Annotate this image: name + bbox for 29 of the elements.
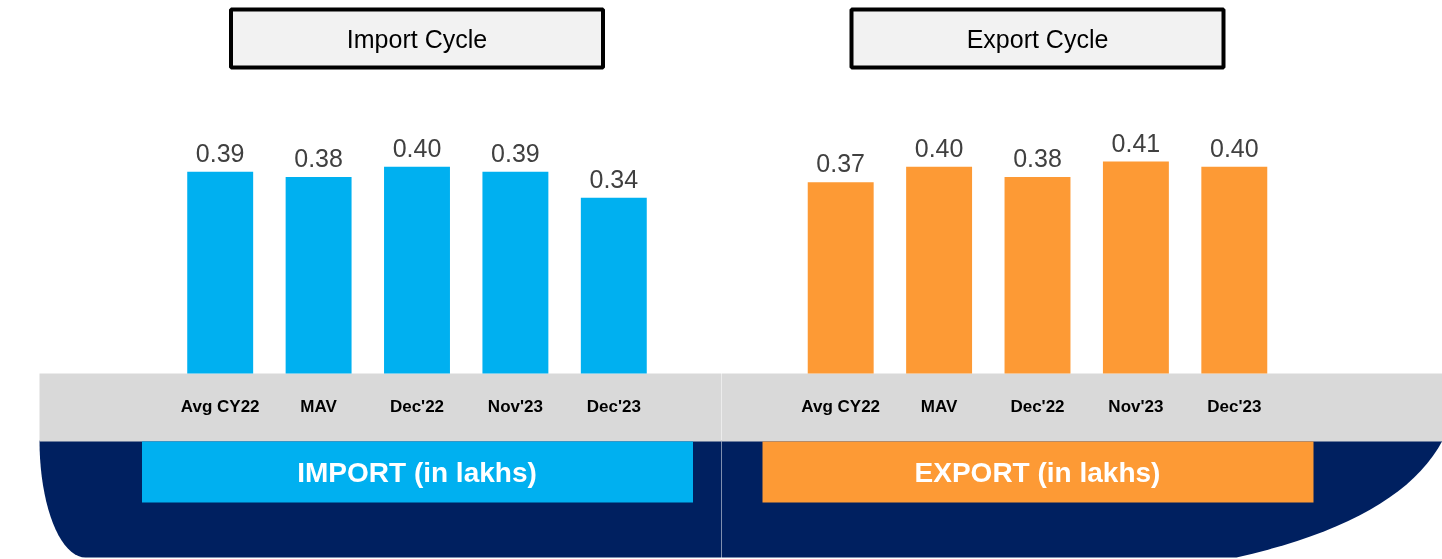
data-label: 0.39 (491, 138, 540, 167)
bar (482, 171, 549, 374)
x-tick-label: Dec'23 (1207, 397, 1262, 416)
data-label: 0.34 (589, 164, 639, 193)
x-axis-title: IMPORT (in lakhs) (297, 457, 537, 488)
x-tick-label: Dec'22 (1010, 397, 1065, 416)
x-tick-label: Avg CY22 (180, 397, 260, 416)
data-label: 0.38 (294, 144, 343, 173)
x-tick-label: MAV (920, 397, 959, 416)
x-tick-label: Nov'23 (1108, 397, 1164, 416)
chart-title: Export Cycle (966, 24, 1109, 53)
x-axis-title: EXPORT (in lakhs) (914, 457, 1161, 488)
bar (580, 197, 647, 374)
chart-title: Import Cycle (346, 24, 488, 53)
data-label: 0.41 (1111, 128, 1161, 157)
x-tick-label: Dec'22 (389, 397, 445, 416)
x-tick-label: MAV (300, 397, 338, 416)
data-label: 0.40 (392, 133, 442, 162)
data-label: 0.38 (1013, 144, 1062, 173)
data-label: 0.39 (195, 138, 245, 167)
x-tick-label: Avg CY22 (801, 397, 881, 416)
data-label: 0.40 (914, 133, 964, 162)
bar (187, 171, 254, 374)
x-tick-label: Dec'23 (586, 397, 641, 416)
bar (384, 166, 450, 374)
data-label: 0.37 (816, 149, 866, 178)
bar (285, 177, 352, 374)
x-tick-label: Nov'23 (487, 397, 543, 416)
data-label: 0.40 (1209, 133, 1259, 162)
